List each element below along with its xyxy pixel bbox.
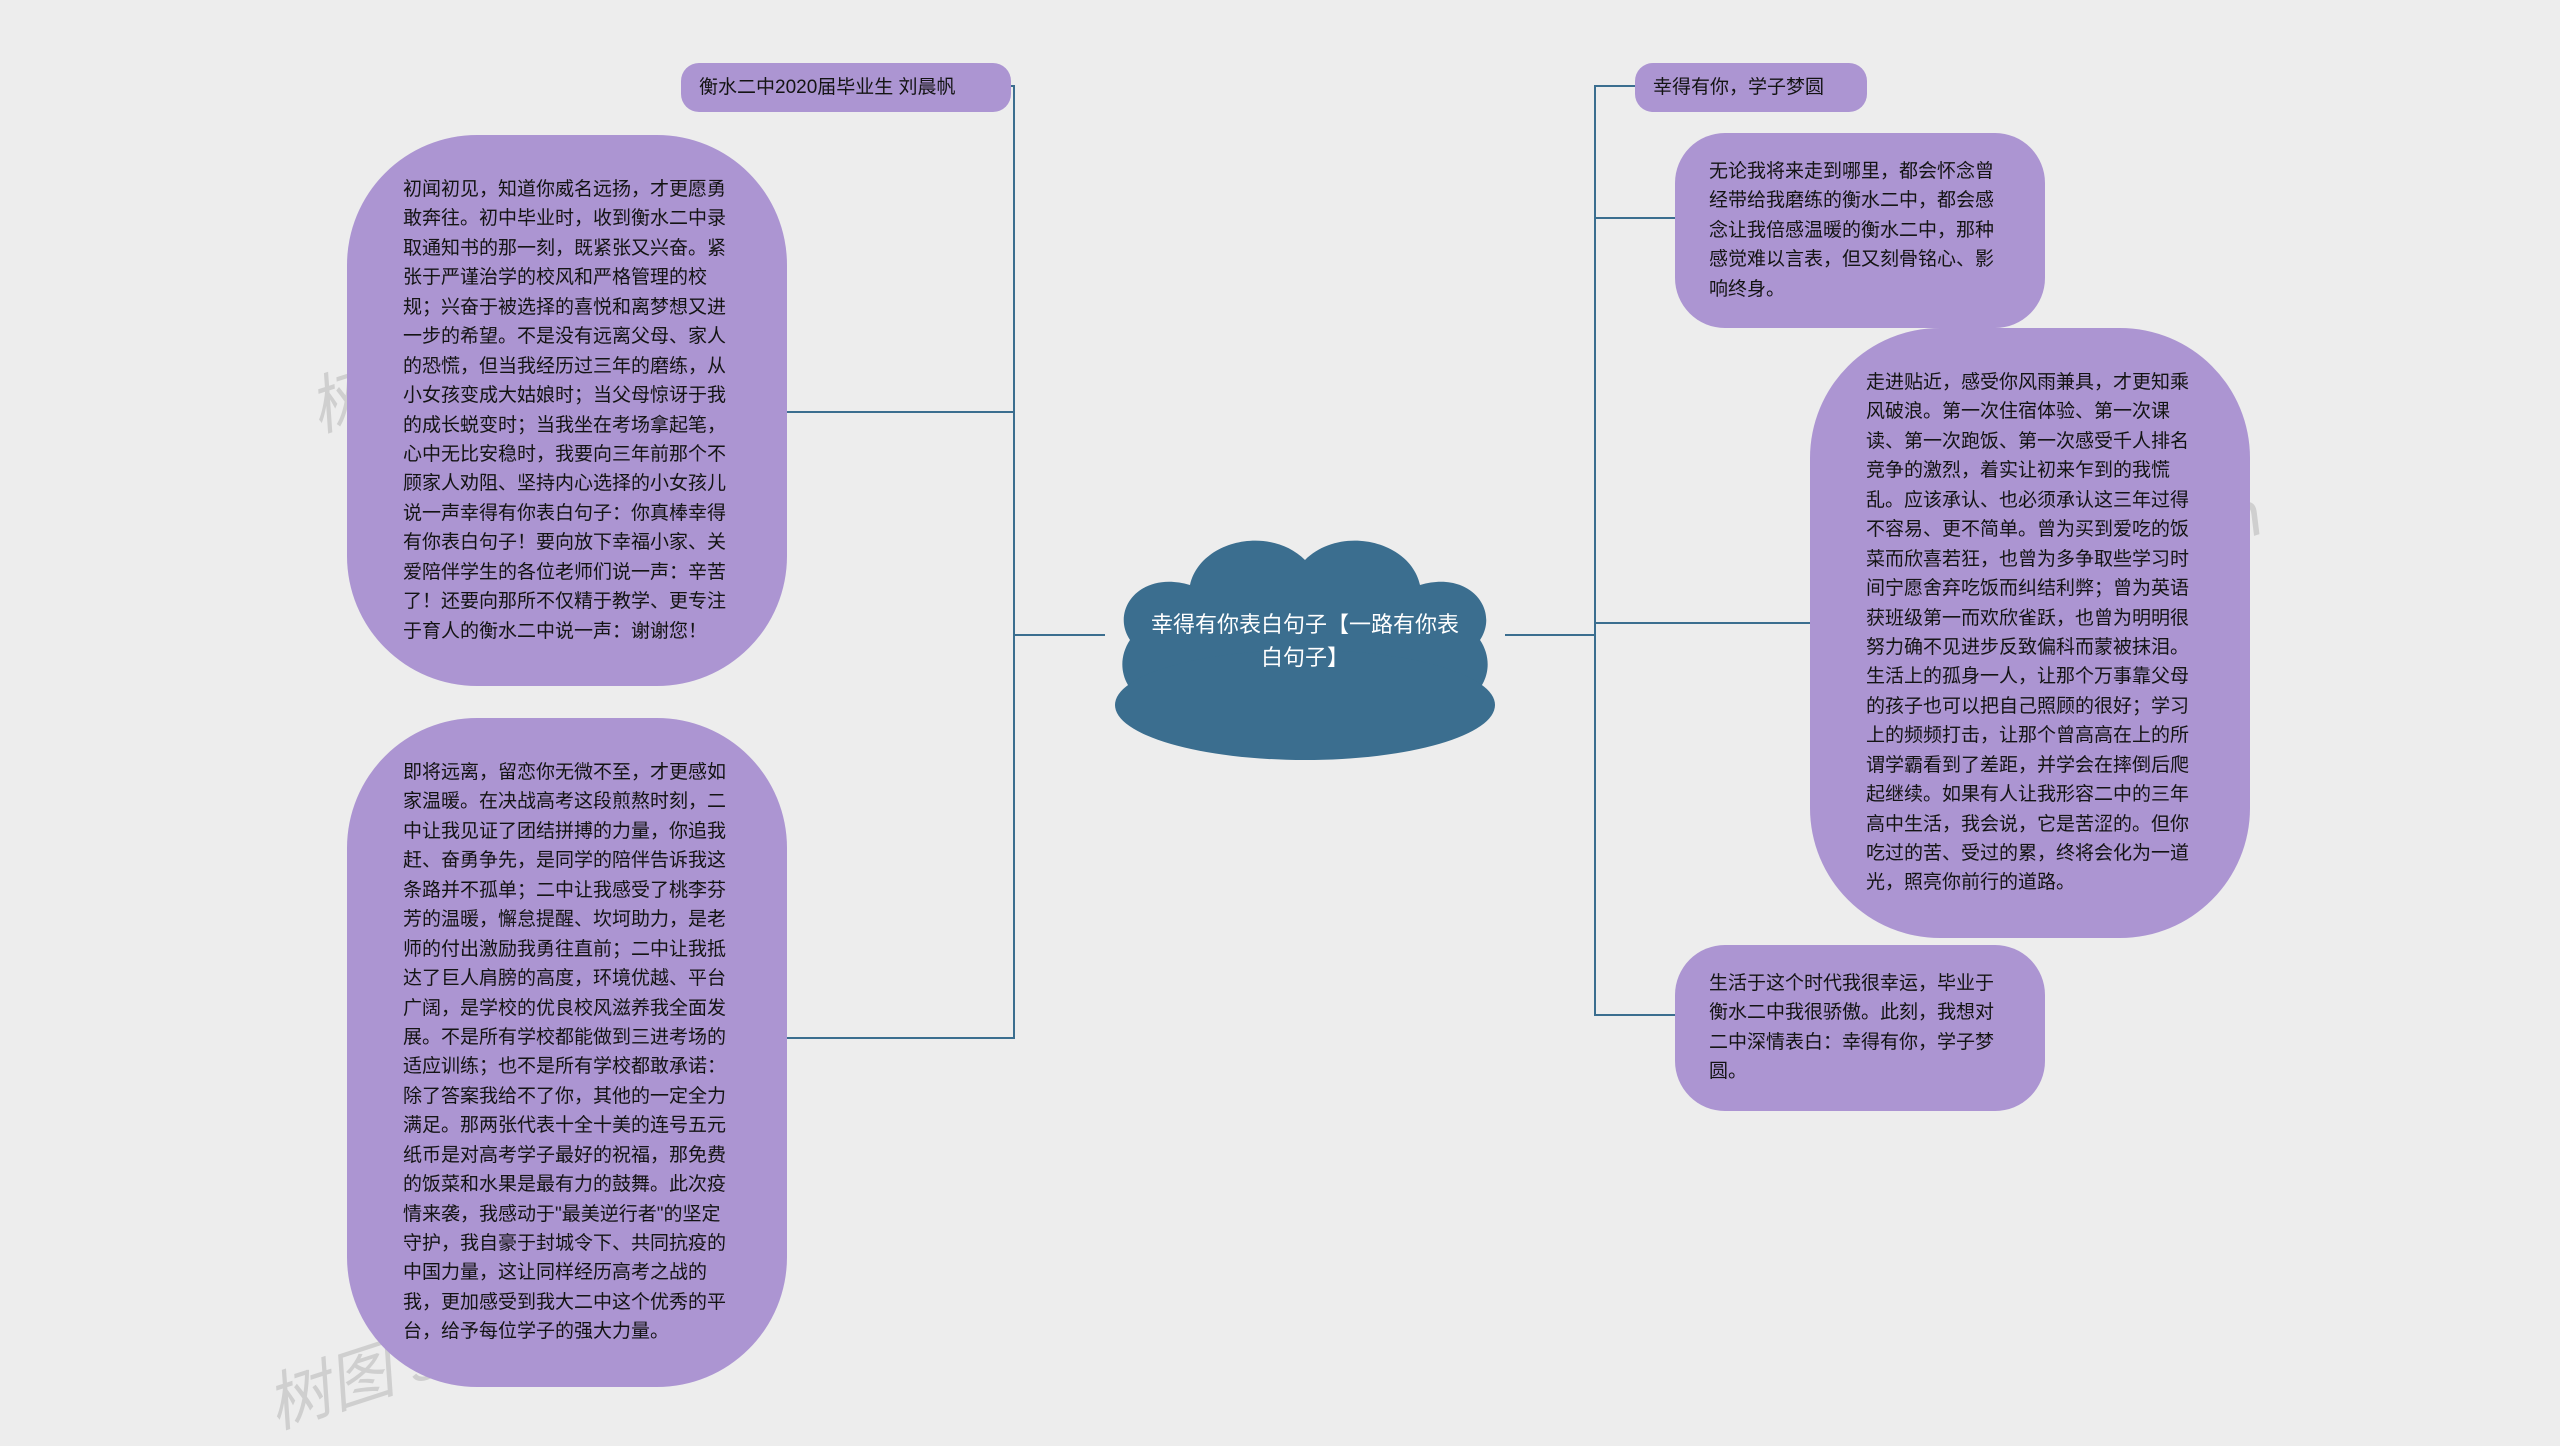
node-text: 幸得有你，学子梦圆	[1653, 77, 1824, 98]
node-text: 走进贴近，感受你风雨兼具，才更知乘风破浪。第一次住宿体验、第一次课读、第一次跑饭…	[1866, 372, 2189, 893]
node-right-3: 走进贴近，感受你风雨兼具，才更知乘风破浪。第一次住宿体验、第一次课读、第一次跑饭…	[1810, 328, 2250, 938]
node-right-2: 无论我将来走到哪里，都会怀念曾经带给我磨练的衡水二中，都会感念让我倍感温暖的衡水…	[1675, 133, 2045, 328]
node-text: 衡水二中2020届毕业生 刘晨帆	[699, 77, 956, 98]
node-left-3: 即将远离，留恋你无微不至，才更感如家温暖。在决战高考这段煎熬时刻，二中让我见证了…	[347, 718, 787, 1387]
mindmap-canvas: 树图 shutu.cn 树图 shutu.cn 树图 shutu 幸得有你表白句…	[0, 0, 2560, 1360]
node-left-2: 初闻初见，知道你威名远扬，才更愿勇敢奔往。初中毕业时，收到衡水二中录取通知书的那…	[347, 135, 787, 686]
node-text: 生活于这个时代我很幸运，毕业于衡水二中我很骄傲。此刻，我想对二中深情表白：幸得有…	[1709, 973, 1994, 1082]
node-right-1: 幸得有你，学子梦圆	[1635, 63, 1867, 112]
node-text: 无论我将来走到哪里，都会怀念曾经带给我磨练的衡水二中，都会感念让我倍感温暖的衡水…	[1709, 161, 1994, 300]
node-text: 即将远离，留恋你无微不至，才更感如家温暖。在决战高考这段煎熬时刻，二中让我见证了…	[403, 762, 726, 1342]
node-left-1: 衡水二中2020届毕业生 刘晨帆	[681, 63, 1011, 112]
node-right-4: 生活于这个时代我很幸运，毕业于衡水二中我很骄傲。此刻，我想对二中深情表白：幸得有…	[1675, 945, 2045, 1111]
node-text: 初闻初见，知道你威名远扬，才更愿勇敢奔往。初中毕业时，收到衡水二中录取通知书的那…	[403, 179, 726, 642]
center-title: 幸得有你表白句子【一路有你表白句子】	[1150, 608, 1460, 674]
